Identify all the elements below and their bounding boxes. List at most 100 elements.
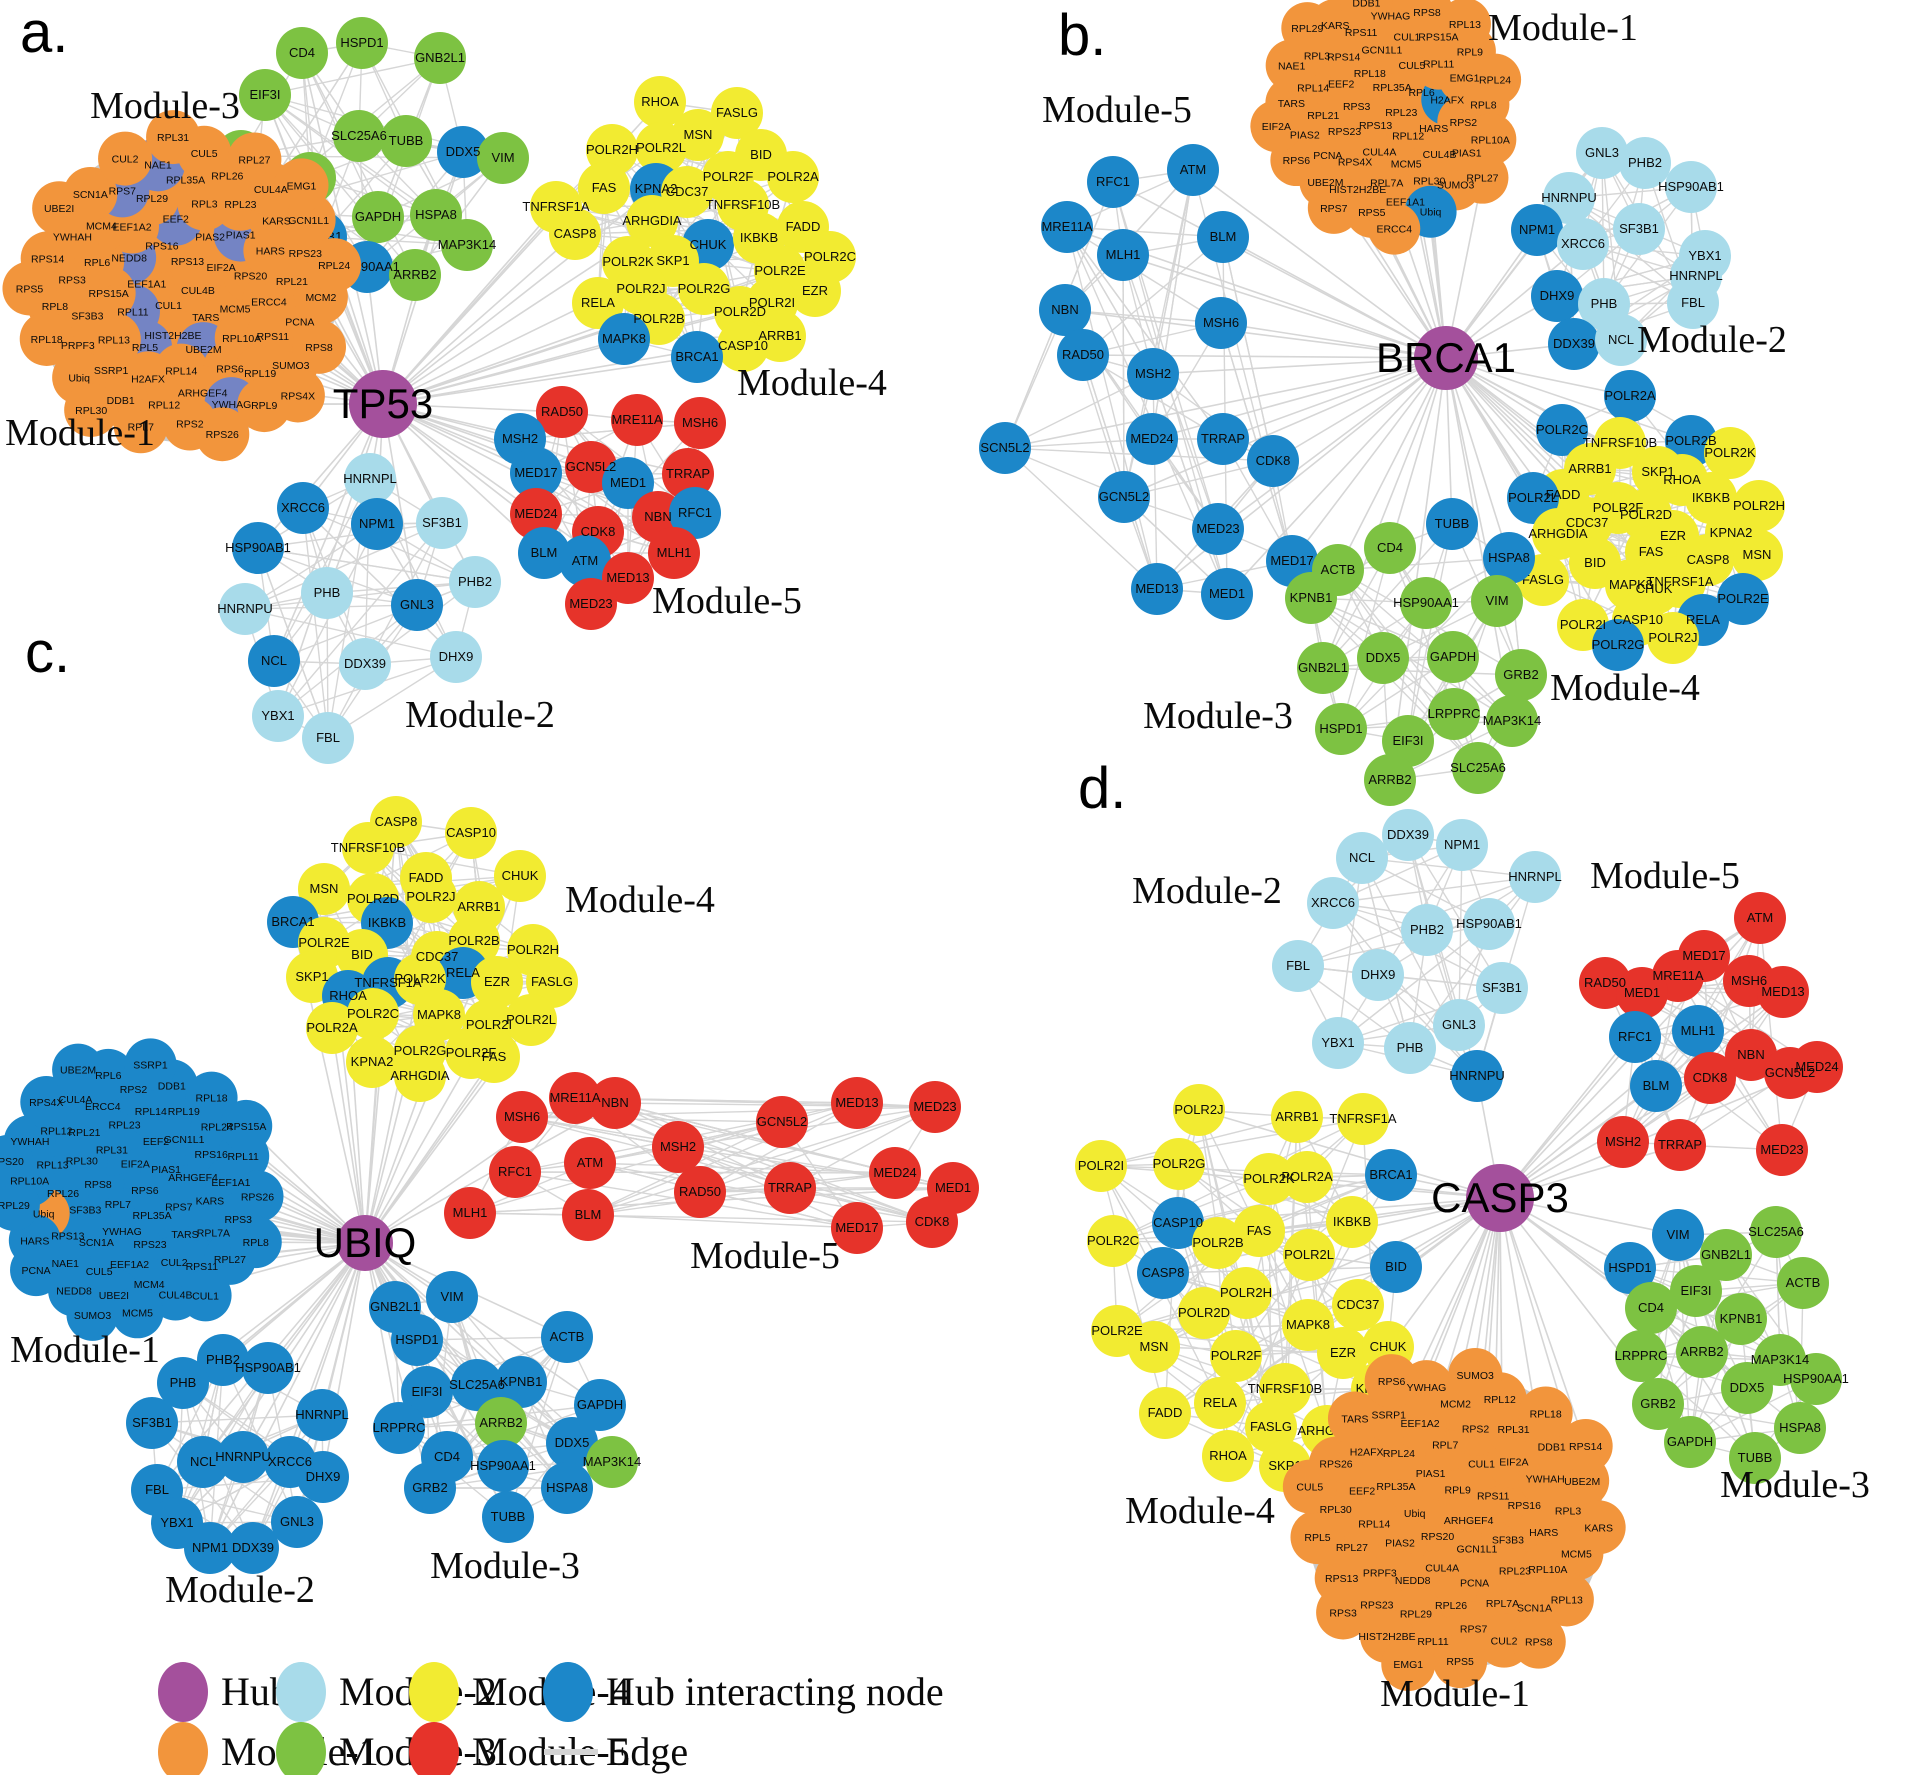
node-hnrnpl[interactable] — [296, 1389, 348, 1441]
node-blm[interactable] — [562, 1189, 614, 1241]
node-msh6[interactable] — [1195, 297, 1247, 349]
node-gapdh[interactable] — [574, 1379, 626, 1431]
node-ikbkb[interactable] — [1326, 1196, 1378, 1248]
node-ddx39[interactable] — [1382, 809, 1434, 861]
node-polr2c[interactable] — [1536, 404, 1588, 456]
node-xrcc6[interactable] — [1307, 877, 1359, 929]
node-tnfrsf1a[interactable] — [1654, 556, 1706, 608]
node-lrpprc[interactable] — [1428, 688, 1480, 740]
node-hspd1[interactable] — [1315, 703, 1367, 755]
node-tars[interactable] — [1327, 1391, 1382, 1446]
node-arrb2[interactable] — [475, 1397, 527, 1449]
node-vim[interactable] — [477, 132, 529, 184]
node-tubb[interactable] — [1729, 1432, 1781, 1484]
node-rfc1[interactable] — [1609, 1011, 1661, 1063]
node-mapk8[interactable] — [598, 313, 650, 365]
node-dhx9[interactable] — [430, 631, 482, 683]
node-ezr[interactable] — [789, 265, 841, 317]
node-hnrnpu[interactable] — [1451, 1050, 1503, 1102]
node-kars[interactable] — [1571, 1500, 1626, 1555]
node-grb2[interactable] — [1495, 649, 1547, 701]
node-casp10[interactable] — [445, 807, 497, 859]
node-phb2[interactable] — [449, 556, 501, 608]
node-polr2k[interactable] — [1704, 427, 1756, 479]
node-polr2a[interactable] — [767, 151, 819, 203]
node-atm[interactable] — [1167, 144, 1219, 196]
node-kpna2[interactable] — [346, 1036, 398, 1088]
node-med23[interactable] — [1192, 503, 1244, 555]
node-ddx5[interactable] — [546, 1417, 598, 1469]
node-hsp90aa1[interactable] — [477, 1440, 529, 1492]
hub-node-brca1[interactable] — [1414, 326, 1478, 390]
node-med13[interactable] — [1757, 966, 1809, 1018]
node-med1[interactable] — [602, 457, 654, 509]
node-cdk8[interactable] — [1684, 1052, 1736, 1104]
node-arrb1[interactable] — [1271, 1091, 1323, 1143]
node-vim[interactable] — [1471, 575, 1523, 627]
node-hsp90ab1[interactable] — [242, 1342, 294, 1394]
node-rps6[interactable] — [1364, 1354, 1419, 1409]
node-ybx1[interactable] — [252, 690, 304, 742]
node-polr2j[interactable] — [1647, 612, 1699, 664]
node-gnb2l1[interactable] — [1700, 1229, 1752, 1281]
node-med13[interactable] — [602, 552, 654, 604]
node-gapdh[interactable] — [1664, 1416, 1716, 1468]
node-ddx5[interactable] — [1721, 1362, 1773, 1414]
node-eif2a[interactable] — [1250, 100, 1303, 153]
node-fbl[interactable] — [302, 712, 354, 764]
node-arhgdia[interactable] — [394, 1050, 446, 1102]
node-phb2[interactable] — [1401, 904, 1453, 956]
node-polr2g[interactable] — [1592, 619, 1644, 671]
hub-node-casp3[interactable] — [1466, 1164, 1534, 1232]
node-sf3b1[interactable] — [1476, 962, 1528, 1014]
node-map3k14[interactable] — [1486, 695, 1538, 747]
node-ezr[interactable] — [471, 956, 523, 1008]
hub-node-ubiq[interactable] — [337, 1215, 393, 1271]
node-rps4x[interactable] — [20, 1076, 73, 1129]
node-atm[interactable] — [564, 1137, 616, 1189]
node-tnfrsf1a[interactable] — [1337, 1093, 1389, 1145]
node-fas[interactable] — [578, 162, 630, 214]
node-med17[interactable] — [510, 447, 562, 499]
node-cd4[interactable] — [1625, 1282, 1677, 1334]
node-phb2[interactable] — [197, 1334, 249, 1386]
node-gnl3[interactable] — [1576, 127, 1628, 179]
node-ssrp1[interactable] — [124, 1038, 177, 1091]
node-rps3[interactable] — [1316, 1585, 1371, 1640]
node-xrcc6[interactable] — [277, 482, 329, 534]
node-polr2a[interactable] — [1281, 1151, 1333, 1203]
node-kpnb1[interactable] — [1715, 1293, 1767, 1345]
node-gcn5l2[interactable] — [1098, 471, 1150, 523]
node-med24[interactable] — [869, 1147, 921, 1199]
node-med24[interactable] — [1126, 413, 1178, 465]
node-trrap[interactable] — [1197, 413, 1249, 465]
node-mre11a[interactable] — [1041, 201, 1093, 253]
node-hnrnpu[interactable] — [1543, 172, 1595, 224]
node-ncl[interactable] — [177, 1436, 229, 1488]
node-gnb2l1[interactable] — [414, 32, 466, 84]
node-rpl7[interactable] — [113, 399, 168, 454]
node-rpl27[interactable] — [1456, 151, 1509, 204]
node-mapk8[interactable] — [1282, 1299, 1334, 1351]
node-polr2e[interactable] — [1717, 573, 1769, 625]
node-faslg[interactable] — [526, 956, 578, 1008]
node-gnb2l1[interactable] — [1297, 642, 1349, 694]
node-polr2f[interactable] — [1210, 1330, 1262, 1382]
node-polr2h[interactable] — [1220, 1267, 1272, 1319]
node-rps5[interactable] — [2, 261, 57, 316]
node-npm1[interactable] — [184, 1522, 236, 1574]
node-hsp90ab1[interactable] — [1463, 898, 1515, 950]
node-ddx39[interactable] — [339, 638, 391, 690]
node-gnl3[interactable] — [271, 1496, 323, 1548]
node-emg1[interactable] — [1381, 1637, 1436, 1692]
node-sumo3[interactable] — [66, 1288, 119, 1341]
node-med17[interactable] — [831, 1202, 883, 1254]
node-ddb1[interactable] — [1340, 0, 1393, 29]
node-med24[interactable] — [510, 488, 562, 540]
node-med24[interactable] — [1791, 1041, 1843, 1093]
node-hspa8[interactable] — [1774, 1402, 1826, 1454]
node-ncl[interactable] — [1595, 314, 1647, 366]
node-slc25a6[interactable] — [1750, 1206, 1802, 1258]
node-polr2d[interactable] — [1178, 1287, 1230, 1339]
node-npm1[interactable] — [1511, 204, 1563, 256]
